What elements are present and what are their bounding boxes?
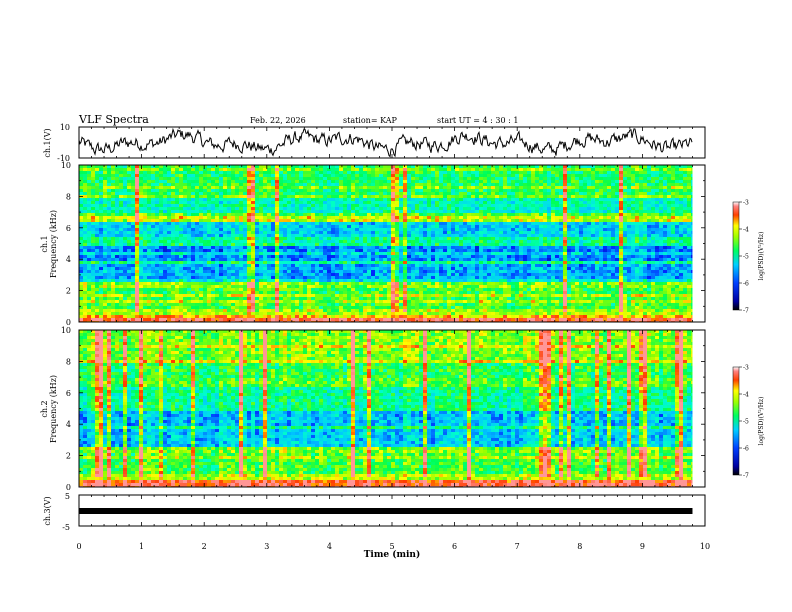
x-tick-label: 6: [452, 542, 457, 551]
ch1-spectrogram-panel: 0 2 4 6 8 10 ch.1 Frequency (kHz) -3 -4 -5 -6 -7 …: [40, 161, 765, 327]
ch3-ylabel: ch.3(V): [43, 496, 52, 525]
ch1-colorbar: -3 -4 -5 -6 -7 log(PSD)(V²/Hz): [732, 200, 765, 315]
figure-start-ut: start UT = 4 : 30 : 1: [437, 116, 518, 125]
x-tick-label: 1: [139, 542, 144, 551]
colorbar-tick-label: -4: [743, 392, 749, 399]
time-axis-label: Time (min): [364, 549, 421, 560]
ch2-spectrogram-yticks: 0 2 4 6 8 10: [61, 326, 705, 492]
x-tick-label: 9: [640, 542, 645, 551]
ch1-colorbar-bar: [732, 201, 740, 311]
ch1-ylabel: ch.1(V): [43, 128, 52, 157]
colorbar-tick-label: -6: [743, 281, 749, 288]
ch3-xticks: [78, 495, 706, 526]
y-tick-label: 4: [66, 255, 71, 264]
ch1-ytick-bottom: -10: [57, 154, 70, 163]
ch2-spectrogram-panel: 0 2 4 6 8 10 ch.2 Frequency (kHz) -3 -4 -5 -6 -7 …: [40, 326, 765, 492]
x-tick-label: 8: [577, 542, 582, 551]
x-tick-label: 3: [264, 542, 269, 551]
x-tick-label: 5: [389, 542, 394, 551]
ch3-waveform-line: [79, 508, 693, 514]
ch3-waveform-panel: 5 -5 ch.3(V) 0 1 2 3 4 5 6 7 8 9 10 Time (min): [43, 492, 710, 560]
ch2-colorbar-label: log(PSD)(V²/Hz): [758, 397, 765, 446]
colorbar-tick-label: -5: [743, 254, 749, 261]
x-tick-label: 4: [327, 542, 332, 551]
y-tick-label: 0: [66, 483, 71, 492]
ch1-spectrogram-xticks: [78, 165, 706, 322]
ch2-colorbar-ticks: -3 -4 -5 -6 -7: [739, 365, 749, 480]
figure-title: VLF Spectra: [78, 113, 149, 126]
ch2-spectrogram-image: [79, 330, 693, 487]
ch1-waveform-panel: 10 -10 ch.1(V): [43, 123, 706, 163]
time-axis-tick-labels: 0 1 2 3 4 5 6 7 8 9 10: [76, 542, 710, 551]
ch1-spectrogram-ylabel-ch: ch.1: [40, 235, 49, 252]
colorbar-tick-label: -4: [743, 227, 749, 234]
ch1-colorbar-ticks: -3 -4 -5 -6 -7: [739, 200, 749, 315]
ch2-spectrogram-xticks: [78, 330, 706, 487]
ch1-spectrogram-ylabel-freq: Frequency (kHz): [49, 210, 58, 278]
colorbar-tick-label: -7: [743, 308, 749, 315]
ch1-ytick-top: 10: [60, 123, 70, 132]
colorbar-tick-label: -7: [743, 473, 749, 480]
y-tick-label: 8: [66, 192, 71, 201]
ch1-spectrogram-image: [79, 165, 693, 322]
ch1-xticks: [78, 127, 706, 158]
x-tick-label: 7: [515, 542, 520, 551]
y-tick-label: 6: [66, 389, 71, 398]
colorbar-tick-label: -5: [743, 419, 749, 426]
y-tick-label: 8: [66, 357, 71, 366]
y-tick-label: 2: [66, 287, 71, 296]
colorbar-tick-label: -6: [743, 446, 749, 453]
colorbar-tick-label: -3: [743, 365, 749, 372]
x-tick-label: 0: [76, 542, 81, 551]
colorbar-tick-label: -3: [743, 200, 749, 207]
ch1-colorbar-label: log(PSD)(V²/Hz): [758, 232, 765, 281]
y-tick-label: 6: [66, 224, 71, 233]
x-tick-label: 10: [700, 542, 710, 551]
y-tick-label: 4: [66, 420, 71, 429]
ch2-colorbar-bar: [732, 366, 740, 476]
x-tick-label: 2: [202, 542, 207, 551]
y-tick-label: 2: [66, 452, 71, 461]
ch1-waveform-line: [78, 127, 693, 158]
y-tick-label: 0: [66, 318, 71, 327]
ch2-spectrogram-ylabel-ch: ch.2: [40, 400, 49, 417]
ch3-ytick-top: 5: [65, 492, 70, 501]
ch2-spectrogram-ylabel-freq: Frequency (kHz): [49, 375, 58, 443]
ch3-ytick-bottom: -5: [62, 523, 70, 532]
figure-date: Feb. 22, 2026: [250, 116, 306, 125]
figure-station: station= KAP: [343, 116, 398, 125]
ch2-colorbar: -3 -4 -5 -6 -7 log(PSD)(V²/Hz): [732, 365, 765, 480]
ch1-spectrogram-yticks: 0 2 4 6 8 10: [61, 161, 705, 327]
y-tick-label: 10: [61, 326, 71, 335]
y-tick-label: 10: [61, 161, 71, 170]
